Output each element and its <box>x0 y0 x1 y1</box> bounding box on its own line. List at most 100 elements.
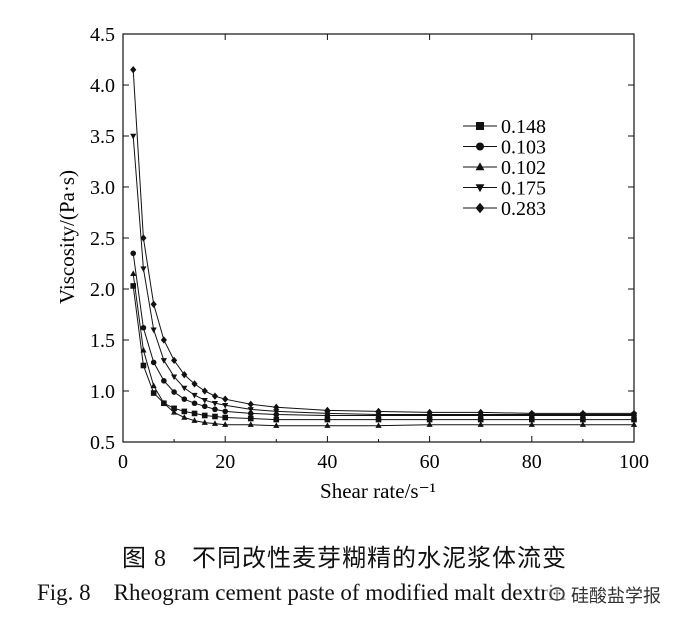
series-line <box>132 273 634 427</box>
legend-entry: 0.103 <box>463 137 546 159</box>
data-point <box>630 409 638 418</box>
x-tick-label: 80 <box>522 451 542 473</box>
data-point <box>130 250 137 257</box>
data-point <box>130 283 137 289</box>
series-line <box>132 69 634 414</box>
legend-label: 0.283 <box>501 198 546 220</box>
data-point <box>375 407 382 416</box>
data-point <box>150 327 157 334</box>
data-point <box>181 414 188 420</box>
series-0.175 <box>130 133 638 418</box>
data-point <box>324 416 331 423</box>
y-axis-ticks: 0.5 1.0 1.5 2.0 2.5 3.0 3.5 4.0 4.5 <box>90 24 634 454</box>
data-point <box>150 359 157 366</box>
data-point <box>191 380 198 388</box>
data-point <box>211 401 219 407</box>
figure-caption-english: Fig. 8 Rheogram cement paste of modified… <box>37 580 566 605</box>
y-tick-label: 3.5 <box>90 126 115 148</box>
data-point <box>191 400 198 407</box>
rheogram-chart: 0 20 40 60 80 100 0.5 1.0 1.5 2.0 2.5 3.0 3.5 4.0 4.5… <box>55 24 649 503</box>
y-tick-label: 1.0 <box>90 381 115 403</box>
data-point <box>630 421 638 427</box>
data-point <box>171 409 178 415</box>
data-point <box>324 422 331 428</box>
data-point <box>375 416 382 423</box>
x-tick-label: 40 <box>317 451 337 473</box>
data-point <box>140 346 147 353</box>
y-tick-label: 2.5 <box>90 228 115 250</box>
data-point <box>273 422 280 428</box>
legend-label: 0.175 <box>501 178 546 200</box>
data-point <box>222 403 229 409</box>
data-point <box>477 416 484 423</box>
data-point <box>201 397 208 404</box>
y-tick-label: 4.0 <box>90 75 115 97</box>
data-point <box>191 410 198 417</box>
data-point <box>130 133 137 140</box>
x-tick-label: 100 <box>619 451 649 473</box>
data-point <box>140 266 147 272</box>
data-point <box>191 392 198 399</box>
data-point <box>477 408 484 417</box>
data-point <box>150 390 157 396</box>
data-point <box>426 408 433 417</box>
y-axis-label: Viscosity/(Pa·s) <box>55 170 79 304</box>
data-point <box>247 415 254 422</box>
x-tick-label: 0 <box>118 451 128 473</box>
chat-bubble-icon <box>549 587 565 601</box>
legend-marker <box>475 162 485 171</box>
data-point <box>171 374 178 381</box>
series-0.102 <box>130 270 638 428</box>
data-point <box>191 417 198 423</box>
data-point <box>579 409 586 418</box>
series-0.283 <box>130 66 638 418</box>
data-point <box>580 416 586 423</box>
watermark-text: 硅酸盐学报 <box>571 586 661 607</box>
legend-label: 0.102 <box>501 157 546 179</box>
plot-border <box>122 33 635 443</box>
data-point <box>140 324 147 331</box>
data-point <box>160 358 167 364</box>
data-point <box>160 336 167 344</box>
data-point <box>273 409 280 415</box>
data-point <box>130 66 137 74</box>
x-axis-ticks: 0 20 40 60 80 100 <box>118 34 649 473</box>
y-tick-label: 2.0 <box>90 279 115 301</box>
data-point <box>212 406 218 413</box>
data-point <box>579 421 586 427</box>
data-point <box>247 410 254 417</box>
data-point <box>222 408 228 415</box>
data-point <box>201 419 208 425</box>
y-tick-label: 3.0 <box>90 177 115 199</box>
data-point <box>222 395 229 403</box>
watermark: 硅酸盐学报 <box>545 582 665 608</box>
legend-entry: 0.283 <box>463 198 546 220</box>
data-point <box>181 408 188 415</box>
data-point <box>181 396 188 402</box>
data-point <box>631 416 637 423</box>
y-tick-label: 0.5 <box>90 432 115 454</box>
data-point <box>273 403 280 411</box>
y-tick-label: 4.5 <box>90 24 115 46</box>
plot-frame <box>122 33 635 443</box>
series-layer <box>130 66 638 428</box>
data-point <box>477 421 484 427</box>
data-point <box>130 270 137 276</box>
data-point <box>528 421 535 427</box>
series-line <box>132 253 634 416</box>
data-point <box>324 406 331 415</box>
data-point <box>150 300 157 308</box>
figure-caption-chinese: 图 8 不同改性麦芽糊精的水泥浆体流变 <box>122 546 567 572</box>
data-point <box>247 407 254 413</box>
x-tick-label: 20 <box>215 451 235 473</box>
data-point <box>211 392 219 400</box>
data-point <box>375 422 382 428</box>
series-0.148 <box>130 283 637 423</box>
data-point <box>160 399 167 406</box>
y-tick-label: 1.5 <box>90 330 115 352</box>
series-line <box>132 285 634 421</box>
data-point <box>171 356 178 365</box>
legend-entry: 0.102 <box>463 157 546 179</box>
data-point <box>181 385 188 392</box>
